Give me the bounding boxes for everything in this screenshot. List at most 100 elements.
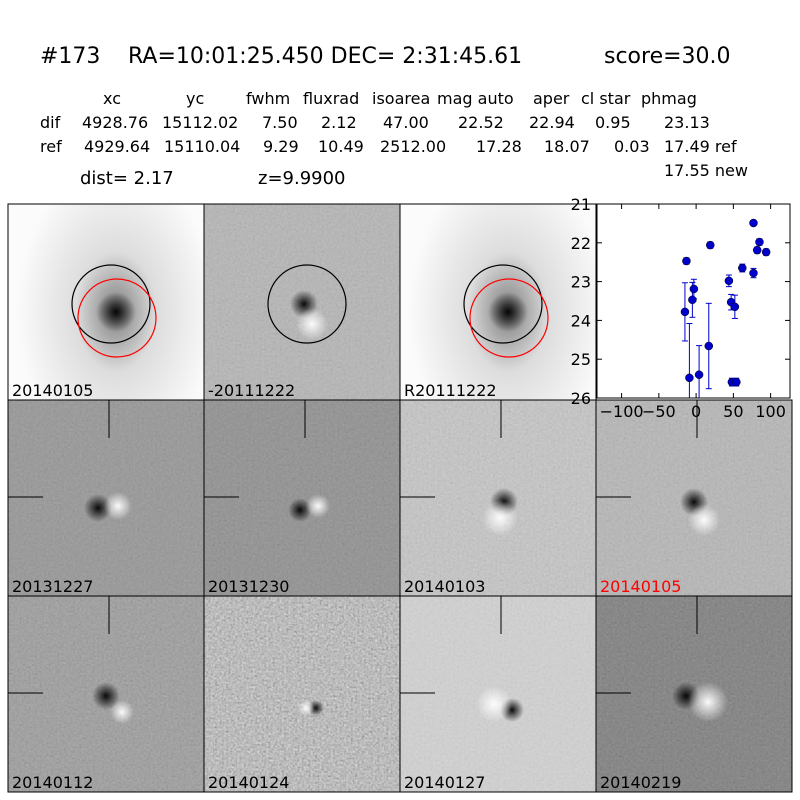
- lightcurve: 21 22 23 24 25 26 −100−50 0 50 100: [571, 195, 791, 421]
- column-header: mag auto: [437, 89, 514, 108]
- image-panel: 20140219: [595, 595, 793, 793]
- light-blob: [688, 682, 728, 722]
- aperture: [71, 264, 151, 344]
- data-point: [685, 373, 694, 383]
- dark-blob: [288, 498, 312, 522]
- y-tick-label: 26: [571, 389, 591, 408]
- panel-label: 20140127: [404, 773, 485, 792]
- panel-label: 20131230: [208, 577, 289, 596]
- data-point: [761, 247, 771, 257]
- aperture: [77, 278, 157, 358]
- light-blob: [296, 308, 328, 340]
- data-point: [730, 302, 740, 312]
- image: [8, 204, 204, 400]
- light-blob: [306, 494, 330, 518]
- table-cell: 23.13: [664, 113, 710, 132]
- data-point: [680, 307, 690, 317]
- image-panel: R20111222: [399, 203, 597, 401]
- image: [204, 204, 400, 400]
- light-blob: [688, 504, 720, 536]
- panel-label: 20140103: [404, 577, 485, 596]
- data-point: [749, 268, 758, 278]
- panel-label: 20131227: [12, 577, 93, 596]
- image: [204, 596, 400, 792]
- distance: dist= 2.17: [80, 168, 174, 189]
- light-blob: [476, 686, 512, 722]
- image-panel: 20140127: [399, 595, 597, 793]
- aperture: [463, 264, 543, 344]
- image-panel: 20140105: [595, 399, 793, 597]
- x-tick-label: 50: [723, 402, 743, 421]
- panel-label: R20111222: [404, 381, 497, 400]
- image-panel: 20140112: [7, 595, 205, 793]
- table-cell: 47.00: [383, 113, 429, 132]
- frame: [595, 595, 793, 793]
- column-header: yc: [186, 89, 204, 108]
- y-tick-label: 25: [571, 350, 591, 369]
- redshift: z=9.9900: [258, 168, 346, 189]
- table-cell: 7.50: [262, 113, 298, 132]
- column-header: phmag: [641, 89, 697, 108]
- panel-label: 20140124: [208, 773, 289, 792]
- table-cell: 2.12: [321, 113, 357, 132]
- dark-blob: [92, 682, 120, 710]
- panel-label: 20140105: [600, 577, 681, 596]
- image: [596, 400, 792, 596]
- aperture: [267, 264, 347, 344]
- image: [400, 400, 596, 596]
- table-cell: 10.49: [318, 137, 364, 156]
- data-point: [738, 263, 747, 273]
- table-cell: 18.07: [544, 137, 590, 156]
- image: [8, 400, 204, 596]
- image: [400, 596, 596, 792]
- light-blob: [104, 492, 132, 520]
- panel-label: 20140219: [600, 773, 681, 792]
- table-cell: 4928.76: [82, 113, 148, 132]
- table-cell: 15110.04: [164, 137, 240, 156]
- data-point: [688, 295, 697, 305]
- light-blob: [482, 500, 518, 536]
- x-tick-label: 100: [755, 402, 786, 421]
- galaxy-core: [96, 292, 136, 332]
- panel-label: -20111222: [208, 381, 295, 400]
- new-mag: 17.55 new: [664, 161, 748, 180]
- data-point: [724, 276, 734, 286]
- table-cell: 4929.64: [84, 137, 150, 156]
- image-panel: 20140103: [399, 399, 597, 597]
- image: [596, 596, 792, 792]
- column-header: fluxrad: [303, 89, 359, 108]
- data-point: [749, 218, 758, 228]
- data-point: [755, 237, 764, 247]
- table-cell: 0.03: [614, 137, 650, 156]
- table-cell: 9.29: [263, 137, 299, 156]
- light-blob: [298, 700, 314, 716]
- panel-grid: 20140105 -20111222 R20111222 20131227 201312…: [7, 203, 793, 793]
- table-cell: dif: [40, 113, 61, 132]
- data-point: [689, 284, 699, 294]
- table-cell: 0.95: [595, 113, 631, 132]
- galaxy-core: [488, 292, 528, 332]
- data-point: [704, 341, 714, 351]
- data-point: [732, 377, 741, 387]
- image: [400, 204, 596, 400]
- column-header: fwhm: [246, 89, 290, 108]
- table-cell: 22.94: [529, 113, 575, 132]
- noise: [204, 596, 400, 792]
- data-point: [682, 256, 691, 266]
- table-cell: 15112.02: [162, 113, 238, 132]
- aperture: [469, 278, 549, 358]
- image-panel: 20131230: [203, 399, 401, 597]
- column-header: isoarea: [372, 89, 430, 108]
- image: [204, 400, 400, 596]
- data-point: [694, 370, 704, 379]
- panel-label: 20140105: [12, 381, 93, 400]
- y-tick-label: 24: [571, 311, 591, 330]
- table-cell: 17.49 ref: [664, 137, 737, 156]
- image-panel: 20140124: [203, 595, 401, 793]
- object-id: #173: [40, 44, 100, 69]
- light-blob: [110, 700, 134, 724]
- column-header: aper: [533, 89, 570, 108]
- panel-label: 20140112: [12, 773, 93, 792]
- table-cell: ref: [40, 137, 62, 156]
- table-cell: 17.28: [476, 137, 522, 156]
